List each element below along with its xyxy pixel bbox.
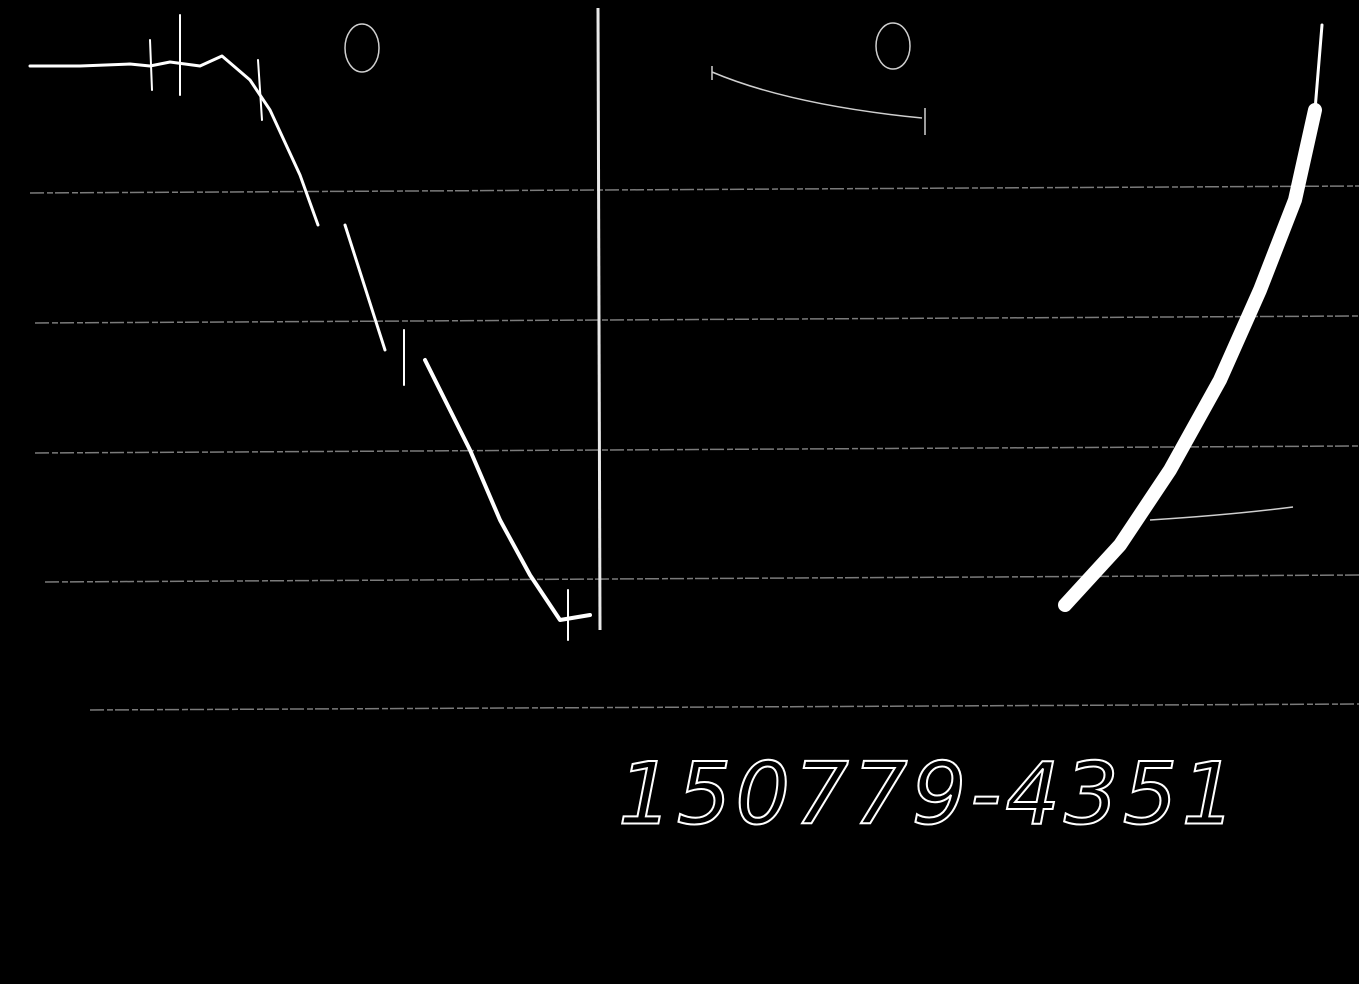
- handwritten-label: 150779-4351: [618, 744, 1240, 844]
- trace-right: [1058, 103, 1322, 612]
- circle-mark: [875, 22, 911, 70]
- grid-line: [29, 185, 1359, 194]
- circle-mark: [344, 23, 380, 73]
- grid-line: [89, 703, 1359, 711]
- trace-left-mid: [343, 223, 387, 352]
- artifacts: [344, 22, 1294, 521]
- traces: [28, 14, 1324, 641]
- grid-line: [34, 315, 1359, 324]
- trace-spikes: [149, 14, 569, 641]
- curve-mark: [711, 66, 926, 135]
- trace-right-tip: [1313, 23, 1324, 112]
- vertical-marker: [596, 7, 602, 631]
- trace-left-bottom: [423, 358, 592, 622]
- grid-line: [44, 574, 1359, 583]
- trace-left-top: [28, 54, 320, 227]
- graticule: [29, 7, 1359, 711]
- curve-mark: [1149, 506, 1294, 521]
- grid-line: [34, 445, 1359, 454]
